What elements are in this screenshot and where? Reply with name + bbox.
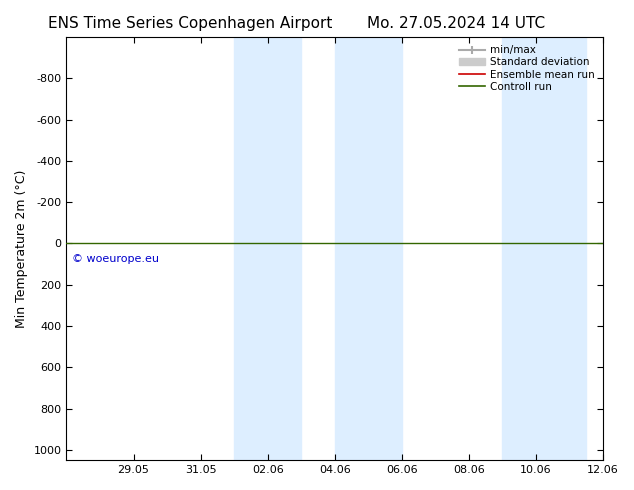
Y-axis label: Min Temperature 2m (°C): Min Temperature 2m (°C) — [15, 170, 28, 328]
Text: ENS Time Series Copenhagen Airport: ENS Time Series Copenhagen Airport — [48, 16, 332, 31]
Text: Mo. 27.05.2024 14 UTC: Mo. 27.05.2024 14 UTC — [368, 16, 545, 31]
Bar — [335, 37, 402, 460]
Bar — [234, 37, 301, 460]
Text: © woeurope.eu: © woeurope.eu — [72, 254, 158, 264]
Bar — [503, 37, 586, 460]
Legend: min/max, Standard deviation, Ensemble mean run, Controll run: min/max, Standard deviation, Ensemble me… — [456, 42, 598, 95]
